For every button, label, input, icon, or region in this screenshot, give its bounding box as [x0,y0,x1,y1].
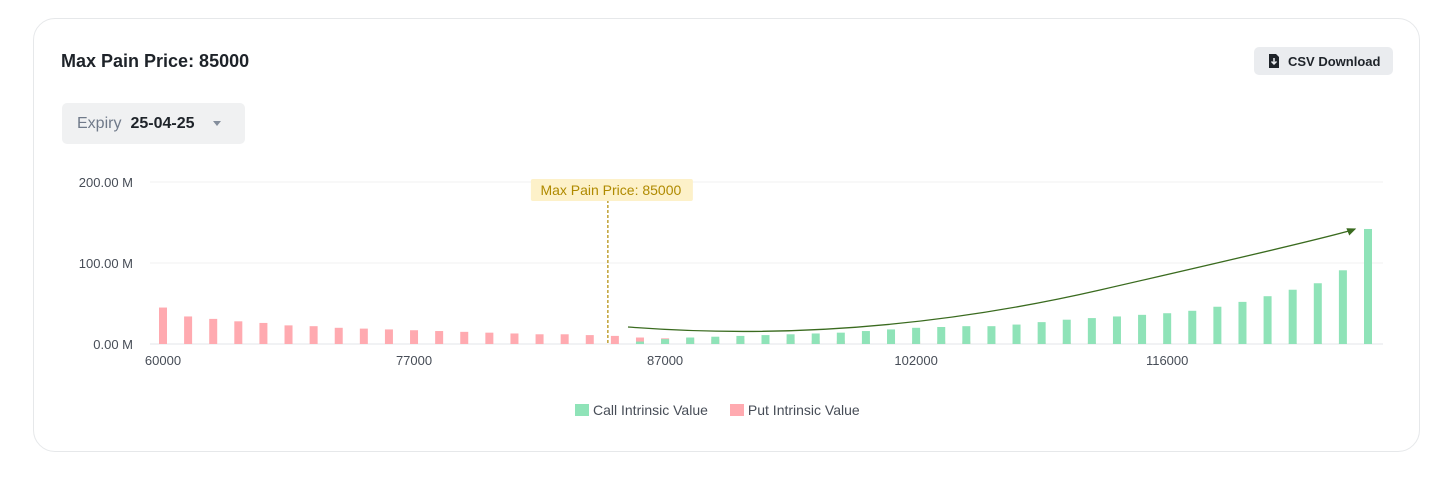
call-bar [1364,228,1372,344]
y-tick-label: 0.00 M [93,337,133,352]
call-bar [987,326,996,344]
legend-label-put: Put Intrinsic Value [747,402,860,418]
call-bar [1163,313,1172,344]
put-bar [485,332,494,344]
max-pain-card [33,18,1420,452]
call-bar [686,337,695,344]
put-bar [259,322,268,344]
x-tick-label: 116000 [1146,353,1188,368]
csv-download-label: CSV Download [1288,53,1381,69]
put-bar [384,329,393,344]
max-pain-annotation-label: Max Pain Price: 85000 [540,182,681,198]
y-tick-label: 100.00 M [79,256,133,271]
call-bar [786,334,795,344]
call-bar [661,339,670,344]
x-tick-label: 60000 [145,353,181,368]
call-bar [1037,322,1046,344]
legend-label-call: Call Intrinsic Value [593,402,708,418]
call-bar [1062,319,1071,344]
legend-swatch-call [575,404,589,416]
legend-item-call[interactable]: Call Intrinsic Value [575,402,708,418]
put-bar [585,335,594,344]
put-bar [184,316,193,344]
put-bar [435,331,444,344]
expiry-value: 25-04-25 [130,114,195,132]
y-tick-label: 200.00 M [79,175,133,190]
caret-down-icon [212,120,221,126]
put-bar [535,334,544,344]
call-bar [1313,283,1322,344]
trend-arrow [627,228,1357,333]
put-bar [159,307,167,344]
x-tick-label: 102000 [894,353,937,368]
download-file-icon [1269,54,1279,68]
call-bar [1188,310,1197,344]
put-bar [410,330,419,344]
call-bar [861,331,870,344]
call-bar [736,335,745,344]
call-bar [1138,314,1147,344]
call-bar [912,327,921,344]
call-bar [887,329,896,344]
expiry-label: Expiry [77,114,122,132]
call-bar [1012,324,1021,344]
call-bar [836,332,845,344]
call-bar [635,341,644,344]
call-bar [761,335,770,344]
put-bar [610,335,619,344]
put-bar [334,327,343,344]
call-bar [1338,270,1347,344]
x-tick-label: 87000 [647,353,683,368]
call-bar [962,326,971,344]
legend-item-put[interactable]: Put Intrinsic Value [729,402,860,418]
call-bar [711,336,720,344]
call-bar [1112,316,1121,344]
call-bar [811,333,820,344]
call-bar [1288,289,1297,344]
put-bar [284,325,293,344]
put-bar [560,334,569,344]
call-bar [1238,301,1247,344]
call-bar [1087,318,1096,344]
put-bar [510,333,519,344]
max-pain-annotation-box [530,179,693,201]
csv-download-button[interactable]: CSV Download [1254,47,1393,75]
put-bar [359,328,368,344]
put-bar [234,321,243,344]
call-bar [937,326,946,344]
put-bar [635,337,644,344]
chart-legend: Call Intrinsic Value Put Intrinsic Value [575,402,882,418]
put-bar [209,318,218,344]
page-title: Max Pain Price: 85000 [61,51,250,71]
expiry-select[interactable]: Expiry 25-04-25 [62,103,245,144]
call-bar [1263,296,1272,344]
x-tick-label: 77000 [396,353,432,368]
put-bar [309,326,318,344]
put-bar [460,331,469,344]
call-bar [1213,306,1222,344]
legend-swatch-put [729,404,744,416]
